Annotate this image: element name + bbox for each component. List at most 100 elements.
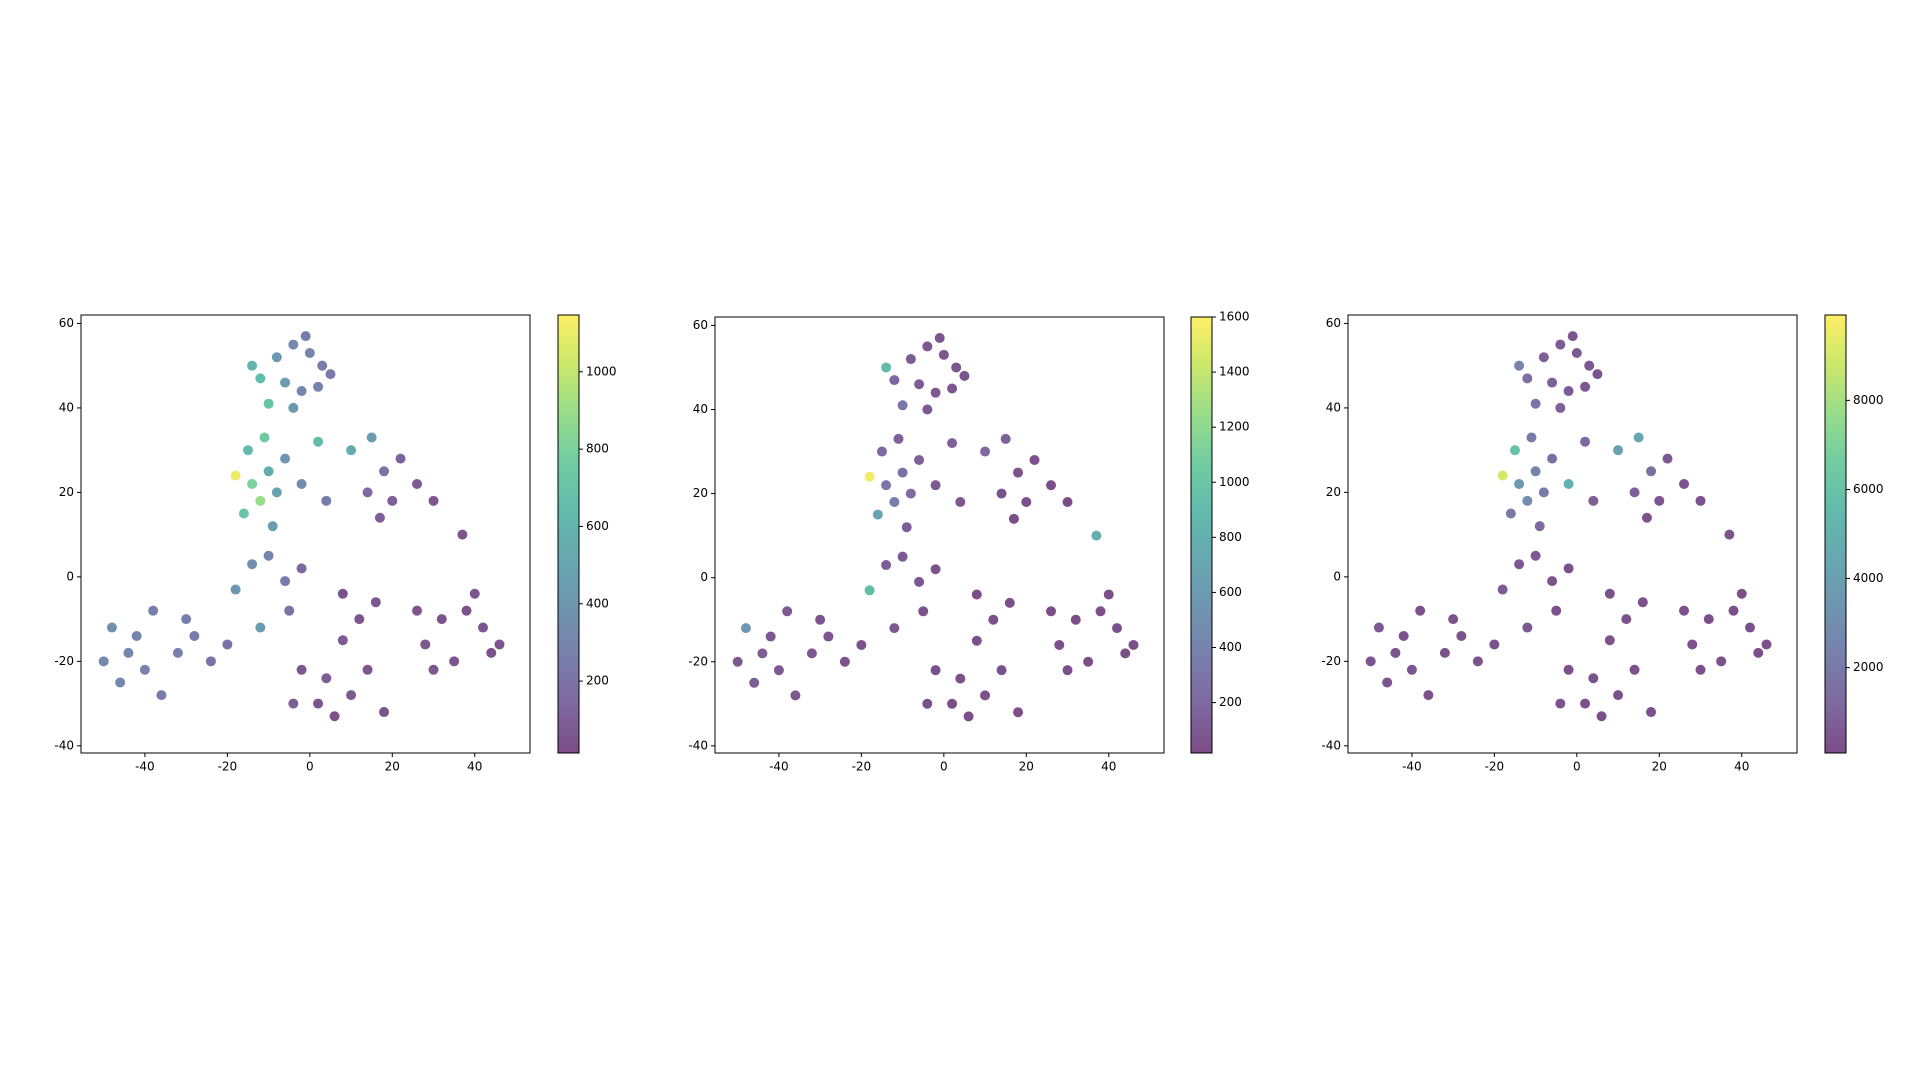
y-tick-label: -20 (54, 654, 74, 668)
point (1646, 466, 1657, 477)
point (189, 631, 200, 642)
point (461, 605, 472, 616)
point (1514, 559, 1525, 570)
point (856, 639, 867, 650)
point (280, 377, 291, 388)
point (1390, 647, 1401, 658)
point (893, 433, 904, 444)
point (790, 690, 801, 701)
point (1509, 445, 1520, 456)
plot-frame (1347, 314, 1798, 754)
point (1687, 639, 1698, 650)
point (930, 480, 941, 491)
point (255, 622, 266, 633)
y-tick-label: -40 (688, 738, 708, 752)
point (370, 597, 381, 608)
colorbar (1190, 316, 1213, 754)
point (1584, 360, 1595, 371)
point (934, 333, 945, 344)
point (457, 529, 468, 540)
point (222, 639, 233, 650)
point (1679, 478, 1690, 489)
plot-frame (714, 316, 1165, 754)
point (379, 466, 390, 477)
point (897, 551, 908, 562)
point (922, 698, 933, 709)
y-tick-label: 40 (59, 400, 74, 414)
x-tick-label: -40 (769, 760, 789, 774)
point (782, 606, 793, 617)
point (321, 495, 332, 506)
point (346, 445, 357, 456)
point (897, 400, 908, 411)
point (1695, 664, 1706, 675)
point (1633, 432, 1644, 443)
point (1111, 623, 1122, 634)
point (1497, 470, 1508, 481)
point (905, 354, 916, 365)
point (428, 495, 439, 506)
point (1646, 707, 1657, 718)
point (1571, 348, 1582, 359)
point (1373, 622, 1384, 633)
point (317, 360, 328, 371)
colorbar-tick-label: 6000 (1853, 482, 1884, 496)
point (749, 677, 760, 688)
point (267, 521, 278, 532)
point (1120, 648, 1131, 659)
y-tick-label: 40 (693, 402, 708, 416)
point (181, 614, 192, 625)
point (172, 647, 183, 658)
point (947, 383, 958, 394)
x-tick-label: 40 (467, 760, 482, 774)
point (1555, 698, 1566, 709)
x-tick-label: -40 (1402, 760, 1422, 774)
point (1530, 398, 1541, 409)
point (1538, 487, 1549, 498)
colorbar-tick-label: 1400 (1219, 365, 1250, 379)
point (1547, 377, 1558, 388)
point (477, 622, 488, 633)
point (951, 362, 962, 373)
point (1128, 639, 1139, 650)
point (131, 631, 142, 642)
point (881, 362, 892, 373)
point (242, 445, 253, 456)
point (337, 588, 348, 599)
point (313, 381, 324, 392)
point (901, 522, 912, 533)
y-tick-label: 60 (693, 318, 708, 332)
point (897, 467, 908, 478)
point (864, 585, 875, 596)
point (757, 648, 768, 659)
point (247, 360, 258, 371)
y-tick-label: 60 (1326, 316, 1341, 330)
point (1448, 614, 1459, 625)
point (366, 432, 377, 443)
y-tick-label: 20 (59, 485, 74, 499)
point (1095, 606, 1106, 617)
point (1736, 588, 1747, 599)
point (436, 614, 447, 625)
point (815, 614, 826, 625)
y-tick-label: -20 (688, 654, 708, 668)
point (889, 375, 900, 386)
point (938, 349, 949, 360)
point (1382, 677, 1393, 688)
colorbar-tick-label: 2000 (1853, 660, 1884, 674)
point (263, 466, 274, 477)
colorbar-tick-label: 800 (1219, 530, 1242, 544)
point (996, 488, 1007, 499)
point (288, 698, 299, 709)
point (930, 564, 941, 575)
point (881, 480, 892, 491)
point (1046, 606, 1057, 617)
x-tick-label: -20 (1485, 760, 1505, 774)
point (922, 404, 933, 415)
point (881, 560, 892, 571)
colorbar-tick-label: 400 (586, 596, 609, 610)
point (823, 631, 834, 642)
y-tick-label: 0 (66, 569, 74, 583)
point (387, 495, 398, 506)
point (947, 698, 958, 709)
